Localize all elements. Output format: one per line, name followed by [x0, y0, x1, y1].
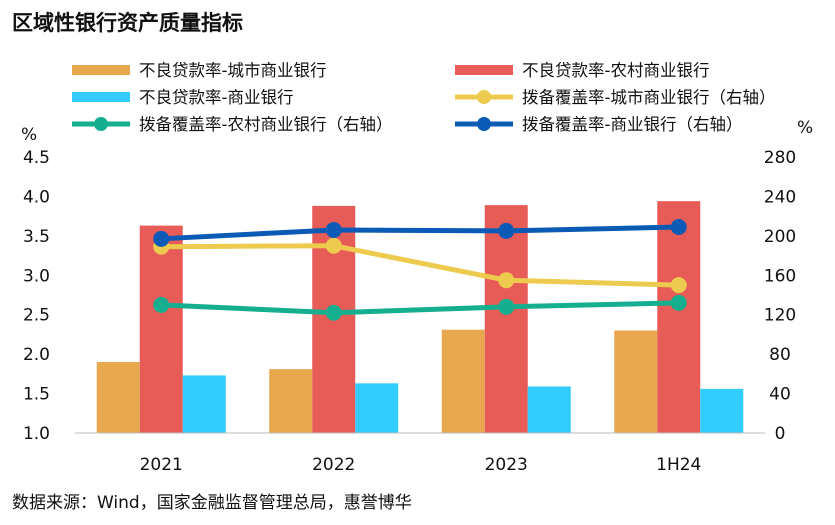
- right-tick-label: 160: [764, 266, 796, 286]
- left-tick-label: 3.5: [23, 227, 50, 247]
- legend-label: 拨备覆盖率-农村商业银行（右轴）: [139, 115, 392, 134]
- left-axis-unit: %: [21, 125, 37, 145]
- legend-swatch: [455, 65, 513, 75]
- line-point: [498, 272, 515, 289]
- legend-label: 不良贷款率-城市商业银行: [139, 61, 326, 80]
- line-point: [670, 294, 687, 311]
- bar: [484, 205, 528, 433]
- bar: [700, 388, 744, 433]
- left-tick-label: 1.0: [23, 424, 50, 444]
- legend-swatch: [72, 92, 130, 102]
- left-axis: 1.0 1.5 2.0 2.5 3.0 3.5 4.0 4.5: [23, 148, 50, 444]
- left-tick-label: 1.5: [23, 385, 50, 405]
- left-tick-label: 2.0: [23, 345, 50, 365]
- bar: [441, 329, 485, 433]
- legend-label: 拨备覆盖率-商业银行（右轴）: [522, 115, 742, 134]
- category-label: 2021: [140, 455, 183, 475]
- legend-label: 拨备覆盖率-城市商业银行（右轴）: [522, 88, 775, 107]
- left-tick-label: 3.0: [23, 266, 50, 286]
- category-label: 2023: [485, 455, 528, 475]
- right-tick-label: 200: [764, 227, 796, 247]
- line-path: [161, 243, 679, 288]
- line-series: [153, 218, 687, 321]
- line-point: [325, 237, 342, 254]
- bar: [269, 369, 313, 433]
- bar: [355, 383, 399, 433]
- right-tick-label: 280: [764, 148, 796, 168]
- line-point: [153, 296, 170, 313]
- legend-label: 不良贷款率-农村商业银行: [522, 61, 709, 80]
- line-point: [325, 221, 342, 238]
- bar: [96, 362, 140, 433]
- right-tick-label: 120: [764, 306, 796, 326]
- x-axis: 2021 2022 2023 1H24: [140, 455, 702, 475]
- legend-label: 不良贷款率-商业银行: [139, 88, 293, 107]
- legend-marker: [94, 117, 108, 131]
- bar: [614, 330, 658, 433]
- right-axis: 0 40 80 120 160 200 240 280: [764, 148, 796, 444]
- legend-marker: [477, 117, 491, 131]
- left-tick-label: 4.5: [23, 148, 50, 168]
- category-label: 1H24: [656, 455, 701, 475]
- bar: [657, 201, 701, 433]
- line-point: [498, 298, 515, 315]
- line-path: [161, 300, 679, 316]
- bar-series: [96, 201, 744, 433]
- bar: [182, 375, 226, 433]
- left-tick-label: 4.0: [23, 187, 50, 207]
- source-note: 数据来源：Wind，国家金融监督管理总局，惠誉博华: [12, 493, 412, 513]
- right-tick-label: 240: [764, 187, 796, 207]
- chart-title: 区域性银行资产质量指标: [12, 11, 243, 35]
- right-tick-label: 80: [769, 345, 791, 365]
- right-tick-label: 0: [775, 424, 786, 444]
- right-tick-label: 40: [769, 385, 791, 405]
- right-axis-unit: %: [797, 118, 813, 138]
- legend-swatch: [72, 65, 130, 75]
- line-point: [325, 304, 342, 321]
- line-point: [498, 222, 515, 239]
- line-point: [670, 218, 687, 235]
- bar: [527, 386, 571, 433]
- category-label: 2022: [312, 455, 355, 475]
- bar: [139, 225, 183, 433]
- line-point: [153, 230, 170, 247]
- line-path: [161, 224, 679, 242]
- line-point: [670, 277, 687, 294]
- legend-marker: [477, 90, 491, 104]
- left-tick-label: 2.5: [23, 306, 50, 326]
